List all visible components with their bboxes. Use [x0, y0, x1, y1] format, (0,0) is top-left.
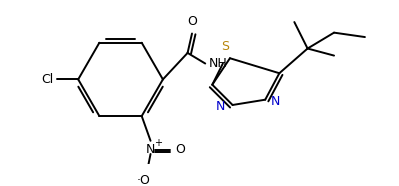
Text: N: N: [216, 100, 225, 113]
Text: NH: NH: [209, 57, 227, 70]
Text: O: O: [175, 143, 185, 156]
Text: ·O: ·O: [136, 174, 150, 186]
Text: Cl: Cl: [41, 73, 53, 86]
Text: O: O: [187, 15, 197, 28]
Text: N: N: [146, 143, 155, 156]
Text: S: S: [221, 40, 229, 53]
Text: +: +: [154, 137, 162, 147]
Text: N: N: [271, 95, 280, 108]
